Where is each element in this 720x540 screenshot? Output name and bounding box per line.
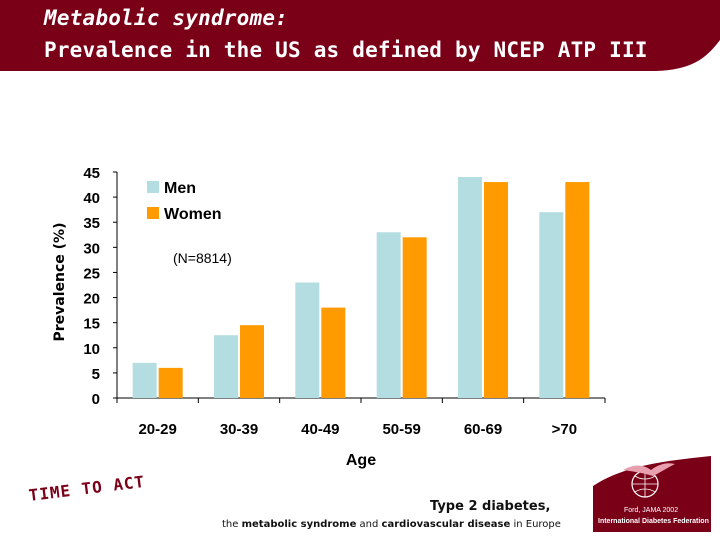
chart-legend: Men Women xyxy=(147,180,221,223)
bar-men-20-29 xyxy=(132,362,157,398)
y-tick-label: 45 xyxy=(83,165,100,182)
x-axis-title: Age xyxy=(346,452,376,469)
y-tick-label: 30 xyxy=(83,240,100,257)
bar-women-20-29 xyxy=(158,367,183,398)
legend-label-women: Women xyxy=(164,206,221,223)
y-tick-label: 5 xyxy=(92,366,100,383)
header-background xyxy=(0,0,720,71)
footer-subtitle-part: metabolic syndrome xyxy=(241,519,357,530)
bar-women-60-69 xyxy=(484,182,508,398)
bar-men-60-69 xyxy=(458,177,482,398)
footer-subtitle-part: cardiovascular disease xyxy=(381,519,511,530)
chart-labels: 0 5 10 15 20 25 30 35 40 45 20-29 30-39 40-49 50-59 60… xyxy=(52,165,577,469)
x-tick-label: 40-49 xyxy=(301,421,339,438)
x-tick-label: 50-59 xyxy=(382,421,420,438)
footer-subtitle-part: and xyxy=(356,519,382,530)
legend-label-men: Men xyxy=(164,180,196,197)
bar-men-50-59 xyxy=(376,232,401,398)
bar-women-50-59 xyxy=(402,237,427,398)
header-banner xyxy=(0,0,720,71)
bar-men->70 xyxy=(539,212,564,398)
y-tick-label: 20 xyxy=(83,291,100,308)
y-tick-label: 15 xyxy=(83,316,100,333)
bar-women-40-49 xyxy=(321,307,346,398)
bar-women-30-39 xyxy=(240,325,264,398)
legend-swatch-women xyxy=(147,207,159,219)
x-tick-label: 60-69 xyxy=(464,421,502,438)
y-axis-title: Prevalence (%) xyxy=(52,223,68,342)
y-tick-label: 10 xyxy=(83,341,100,358)
y-tick-label: 0 xyxy=(92,391,100,408)
footer-subtitle-part: in Europe xyxy=(510,519,561,530)
x-tick-label: >70 xyxy=(552,421,577,438)
bar-men-30-39 xyxy=(214,335,238,398)
footer-subtitle: the metabolic syndrome and cardiovascula… xyxy=(222,519,561,530)
sample-size-annotation: (N=8814) xyxy=(173,250,232,266)
chart-axes xyxy=(113,171,606,403)
x-tick-label: 20-29 xyxy=(138,421,176,438)
logo-citation: Ford, JAMA 2002 xyxy=(624,507,679,514)
slide-title-line2: Prevalence in the US as defined by NCEP … xyxy=(44,38,648,62)
chart-bars xyxy=(132,177,590,398)
legend-swatch-men xyxy=(147,181,159,193)
idf-bird-globe-icon xyxy=(593,456,711,532)
y-tick-label: 35 xyxy=(83,215,100,232)
footer-title: Type 2 diabetes, xyxy=(430,499,551,514)
y-tick-label: 40 xyxy=(83,190,100,207)
x-tick-label: 30-39 xyxy=(220,421,258,438)
bar-women->70 xyxy=(565,182,590,398)
slide-title-line1: Metabolic syndrome: xyxy=(44,6,289,30)
bar-chart: 0 5 10 15 20 25 30 35 40 45 20-29 30-39 40-49 50-59 60… xyxy=(52,165,606,469)
y-tick-label: 25 xyxy=(83,265,100,282)
footer-subtitle-part: the xyxy=(222,519,242,530)
bar-men-40-49 xyxy=(295,282,320,398)
logo-organization: International Diabetes Federation xyxy=(598,518,709,525)
